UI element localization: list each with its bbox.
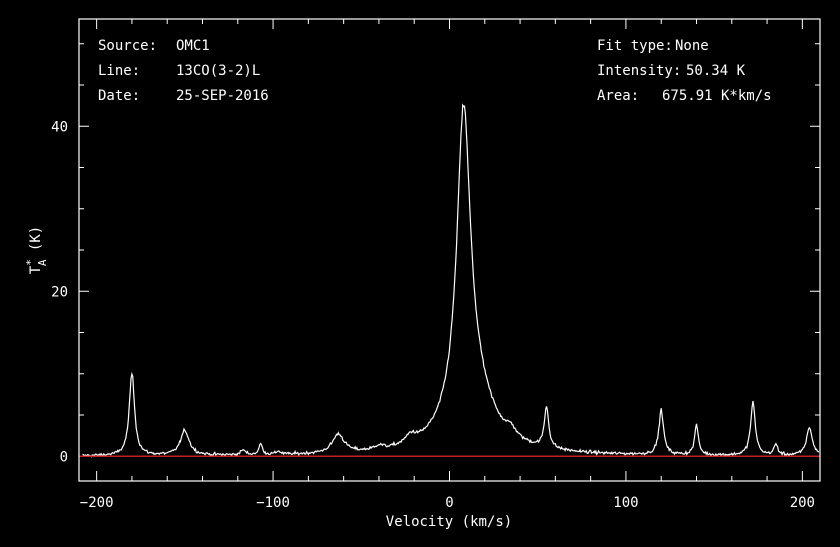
source-value: OMC1: [176, 38, 210, 54]
x-tick-label: 0: [445, 495, 453, 511]
y-tick-label: 0: [60, 449, 68, 465]
line-label: Line:: [98, 63, 140, 79]
x-axis-label: Velocity (km/s): [386, 514, 512, 530]
axis-ticks: [79, 19, 820, 481]
area-value: 675.91 K*km/s: [662, 88, 772, 104]
fit-type-label: Fit type:: [597, 38, 673, 54]
fit-type-value: None: [675, 38, 709, 54]
x-tick-label: −200: [80, 495, 114, 511]
date-value: 25-SEP-2016: [176, 88, 269, 104]
x-tick-label: 200: [790, 495, 815, 511]
x-tick-label: 100: [613, 495, 638, 511]
y-axis-label: T*A (K): [24, 226, 49, 274]
x-tick-label: −100: [256, 495, 290, 511]
area-label: Area:: [597, 88, 639, 104]
y-tick-label: 20: [51, 284, 68, 300]
y-tick-label: 40: [51, 119, 68, 135]
intensity-value: 50.34 K: [686, 63, 746, 79]
spectrum-line: [82, 103, 820, 458]
y-axis-label-text: T*A (K): [24, 226, 49, 274]
intensity-label: Intensity:: [597, 63, 681, 79]
tick-labels: −200 −100 0 100 200 0 20 40: [51, 119, 815, 511]
line-value: 13CO(3-2)L: [176, 63, 260, 79]
source-label: Source:: [98, 38, 157, 54]
plot-frame: [78, 18, 821, 482]
date-label: Date:: [98, 88, 140, 104]
